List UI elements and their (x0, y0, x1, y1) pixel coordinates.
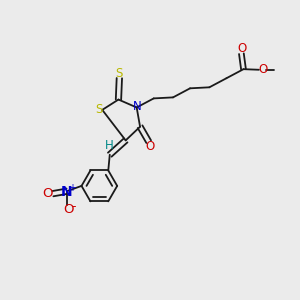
Text: O: O (63, 202, 74, 215)
Text: O: O (42, 187, 53, 200)
Text: H: H (105, 139, 114, 152)
Text: N: N (61, 185, 72, 200)
Text: O: O (237, 42, 246, 55)
Text: O: O (258, 63, 267, 76)
Text: O: O (146, 140, 155, 153)
Text: S: S (95, 103, 102, 116)
Text: S: S (116, 67, 123, 80)
Text: +: + (68, 183, 76, 193)
Text: -: - (71, 200, 76, 213)
Text: N: N (133, 100, 141, 113)
